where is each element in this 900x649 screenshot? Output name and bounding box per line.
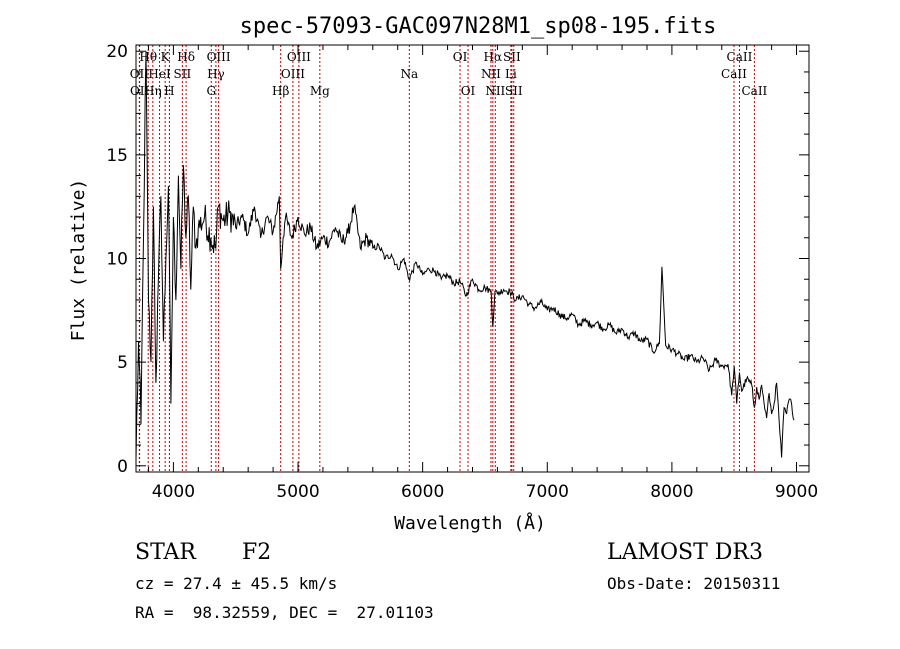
x-axis-ticks: 4000 5000 6000 7000 8000 9000 bbox=[147, 45, 818, 502]
y-tick-label: 10 bbox=[106, 250, 128, 270]
line-marker-label: Li bbox=[505, 67, 517, 81]
line-marker-label: OIII bbox=[287, 50, 311, 64]
line-marker-label: OIII bbox=[281, 67, 305, 81]
line-marker-label: Hα bbox=[484, 50, 503, 64]
line-marker-label: Hβ bbox=[272, 84, 289, 98]
line-marker-label: G bbox=[206, 84, 216, 98]
subclass: F2 bbox=[242, 540, 272, 565]
y-tick-label: 15 bbox=[106, 146, 128, 166]
line-marker-label: HeI bbox=[148, 67, 171, 81]
line-marker-label: Hδ bbox=[177, 50, 195, 64]
line-marker-label: SII bbox=[503, 50, 521, 64]
line-marker-label: SII bbox=[505, 84, 523, 98]
spectrum-line bbox=[135, 51, 795, 460]
line-marker-label: OI bbox=[453, 50, 468, 64]
coordinates: RA = 98.32559, DEC = 27.01103 bbox=[135, 603, 434, 622]
y-axis-ticks: 0 5 10 15 20 bbox=[106, 42, 809, 477]
spectrum-series bbox=[135, 51, 795, 460]
line-marker-label: Hη bbox=[144, 84, 162, 98]
x-tick-label: 4000 bbox=[152, 482, 195, 502]
x-tick-label: 7000 bbox=[526, 482, 569, 502]
survey-name: LAMOST DR3 bbox=[607, 540, 763, 565]
x-tick-label: 5000 bbox=[276, 482, 319, 502]
y-tick-label: 20 bbox=[106, 42, 128, 62]
chart-title: spec-57093-GAC097N28M1_sp08-195.fits bbox=[240, 14, 717, 39]
x-tick-label: 8000 bbox=[650, 482, 693, 502]
plot-frame bbox=[135, 44, 810, 473]
line-marker-label: K bbox=[161, 50, 171, 64]
line-marker-label: Hθ bbox=[139, 50, 157, 64]
line-marker-label: SII bbox=[174, 67, 192, 81]
line-marker-label: OI bbox=[461, 84, 476, 98]
y-axis-label: Flux (relative) bbox=[68, 179, 89, 342]
y-tick-label: 5 bbox=[117, 353, 128, 373]
line-marker-label: H bbox=[164, 84, 174, 98]
x-axis-label: Wavelength (Å) bbox=[394, 512, 546, 534]
line-marker-label: OIII bbox=[207, 50, 231, 64]
line-marker-label: OII bbox=[130, 84, 150, 98]
line-marker-label: CaII bbox=[727, 50, 753, 64]
x-tick-label: 6000 bbox=[401, 482, 444, 502]
redshift-cz: cz = 27.4 ± 45.5 km/s bbox=[135, 574, 338, 593]
line-marker-label: Na bbox=[400, 67, 418, 81]
line-marker-label: NII bbox=[481, 67, 501, 81]
y-tick-label: 0 bbox=[117, 457, 128, 477]
x-tick-label: 9000 bbox=[775, 482, 818, 502]
line-marker-label: Hγ bbox=[207, 67, 225, 81]
line-marker-label: CaII bbox=[721, 67, 747, 81]
obs-date: Obs-Date: 20150311 bbox=[607, 574, 781, 593]
line-marker-label: NII bbox=[485, 84, 505, 98]
object-class: STAR bbox=[135, 540, 196, 565]
line-marker-label: CaII bbox=[741, 84, 767, 98]
line-marker-label: Mg bbox=[310, 84, 330, 98]
